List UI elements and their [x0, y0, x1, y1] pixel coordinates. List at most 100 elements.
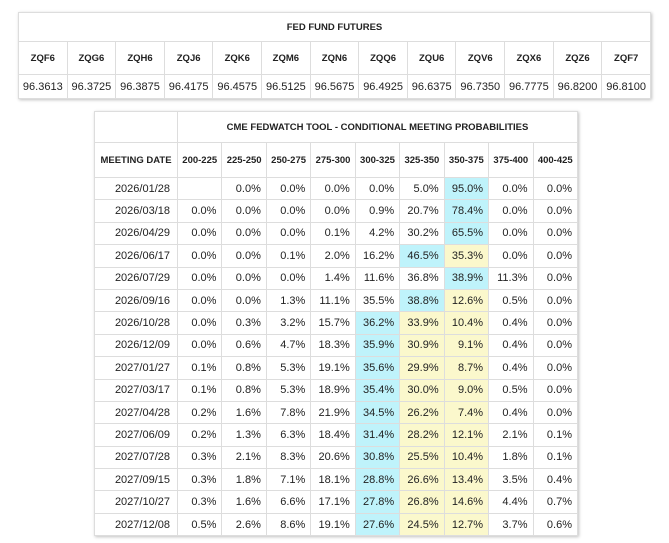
- meeting-date: 2027/09/15: [94, 468, 178, 492]
- probability-cell: 6.3%: [265, 423, 312, 447]
- probability-cell: 0.0%: [310, 176, 356, 201]
- price-cell: 96.4925: [358, 74, 408, 99]
- data-row: 2026/04/29 0.0% 0.0% 0.0% 0.1% 4.2% 30.2% 65.5%…: [94, 221, 578, 246]
- column-header: ZQN6: [309, 41, 360, 75]
- data-row: 2026/12/09 0.0% 0.6% 4.7% 18.3% 35.9% 30.9% 9.1…: [94, 333, 578, 358]
- probability-cell: 0.0%: [265, 266, 312, 290]
- probability-cell: 30.9%: [399, 333, 445, 358]
- column-header: ZQU6: [406, 41, 457, 75]
- probability-cell: 0.7%: [532, 490, 578, 514]
- probability-cell: 24.5%: [399, 512, 445, 537]
- meeting-date: 2027/04/28: [94, 400, 178, 425]
- data-row: 2027/09/15 0.3% 1.8% 7.1% 18.1% 28.8% 26.6% 13.…: [94, 468, 578, 492]
- probability-cell: 19.1%: [310, 512, 356, 537]
- probability-cell: 78.4%: [443, 199, 490, 223]
- column-header: ZQK6: [212, 41, 263, 75]
- probability-cell: 2.0%: [310, 244, 356, 268]
- data-row: 2026/07/29 0.0% 0.0% 0.0% 1.4% 11.6% 36.8% 38.9…: [94, 266, 578, 290]
- meeting-date: 2026/07/29: [94, 266, 178, 290]
- data-row: 2027/03/17 0.1% 0.8% 5.3% 18.9% 35.4% 30.0% 9.0…: [94, 378, 578, 402]
- probability-cell: 25.5%: [399, 445, 445, 470]
- probability-cell: 0.0%: [221, 266, 267, 290]
- fedwatch-table: CME FEDWATCH TOOL - CONDITIONAL MEETING …: [94, 111, 578, 537]
- meeting-date: 2026/01/28: [94, 176, 178, 201]
- probability-cell: 0.3%: [176, 468, 223, 492]
- price-cell: 96.5125: [261, 74, 311, 99]
- probability-cell: 0.0%: [176, 199, 223, 223]
- probability-cell: 0.0%: [488, 221, 534, 246]
- probability-cell: 0.3%: [176, 490, 223, 514]
- probability-cell: 14.6%: [443, 490, 490, 514]
- probability-cell: 17.1%: [310, 490, 356, 514]
- probability-cell: 0.1%: [310, 221, 356, 246]
- probability-cell: 0.0%: [176, 311, 223, 335]
- data-row: 2026/06/17 0.0% 0.0% 0.1% 2.0% 16.2% 46.5% 35.3…: [94, 244, 578, 268]
- probability-cell: 28.2%: [399, 423, 445, 447]
- probability-cell: 30.2%: [399, 221, 445, 246]
- probability-cell: 0.0%: [532, 176, 578, 201]
- probability-cell: 1.6%: [221, 400, 267, 425]
- probability-cell: 7.8%: [265, 400, 312, 425]
- probability-cell: 0.0%: [532, 288, 578, 313]
- futures-table: FED FUND FUTURES ZQF6 ZQG6 ZQH6 ZQJ6 ZQK6 ZQM6…: [18, 12, 651, 99]
- price-cell: 96.5675: [309, 74, 360, 99]
- probability-cell: 0.0%: [176, 333, 223, 358]
- probability-cell: 65.5%: [443, 221, 490, 246]
- probability-cell: 0.1%: [176, 356, 223, 380]
- probability-cell: 10.4%: [443, 445, 490, 470]
- probability-cell: 6.6%: [265, 490, 312, 514]
- price-cell: 96.6375: [406, 74, 457, 99]
- probability-cell: 8.7%: [443, 356, 490, 380]
- probability-cell: 0.4%: [488, 356, 534, 380]
- probability-cell: 30.8%: [354, 445, 401, 470]
- column-header: 200-225: [176, 142, 223, 178]
- corner-cell: [94, 111, 178, 143]
- probability-cell: 1.4%: [310, 266, 356, 290]
- probability-cell: 0.0%: [221, 244, 267, 268]
- probability-cell: 0.0%: [265, 199, 312, 223]
- probability-cell: 0.8%: [221, 356, 267, 380]
- probability-cell: 0.6%: [532, 512, 578, 537]
- probability-cell: 18.3%: [310, 333, 356, 358]
- probability-cell: 0.0%: [488, 244, 534, 268]
- probability-cell: 12.1%: [443, 423, 490, 447]
- date-header: MEETING DATE: [94, 142, 178, 178]
- price-cell: 96.4575: [212, 74, 263, 99]
- probability-cell: 0.0%: [488, 176, 534, 201]
- probability-cell: 31.4%: [354, 423, 401, 447]
- probability-cell: 0.0%: [310, 199, 356, 223]
- probability-cell: 0.0%: [532, 199, 578, 223]
- probability-cell: 0.4%: [488, 400, 534, 425]
- probability-cell: 0.3%: [176, 445, 223, 470]
- probability-cell: 34.5%: [354, 400, 401, 425]
- probability-cell: 0.0%: [221, 176, 267, 201]
- probability-cell: 0.1%: [176, 378, 223, 402]
- data-row: 2026/09/16 0.0% 0.0% 1.3% 11.1% 35.5% 38.8% 12.…: [94, 288, 578, 313]
- header-row: MEETING DATE 200-225 225-250 250-275 275-300…: [94, 142, 578, 178]
- probability-cell: 0.6%: [221, 333, 267, 358]
- meeting-date: 2027/07/28: [94, 445, 178, 470]
- data-row: 2027/01/27 0.1% 0.8% 5.3% 19.1% 35.6% 29.9% 8.7…: [94, 356, 578, 380]
- column-header: ZQF7: [601, 41, 651, 75]
- column-header: ZQX6: [504, 41, 554, 75]
- probability-cell: 11.1%: [310, 288, 356, 313]
- probability-cell: 18.9%: [310, 378, 356, 402]
- meeting-date: 2027/03/17: [94, 378, 178, 402]
- column-header: ZQG6: [66, 41, 117, 75]
- probability-cell: 0.0%: [532, 266, 578, 290]
- meeting-date: 2026/06/17: [94, 244, 178, 268]
- column-header: ZQZ6: [552, 41, 603, 75]
- probability-cell: 10.4%: [443, 311, 490, 335]
- meeting-date: 2027/12/08: [94, 512, 178, 537]
- price-cell: 96.3875: [115, 74, 165, 99]
- probability-cell: 13.4%: [443, 468, 490, 492]
- column-header: 250-275: [265, 142, 312, 178]
- probability-cell: 0.0%: [176, 288, 223, 313]
- probability-cell: 0.5%: [488, 288, 534, 313]
- probability-cell: 2.1%: [488, 423, 534, 447]
- probability-cell: 0.0%: [221, 199, 267, 223]
- probability-cell: 0.2%: [176, 400, 223, 425]
- probability-cell: 4.7%: [265, 333, 312, 358]
- probability-cell: [176, 176, 223, 201]
